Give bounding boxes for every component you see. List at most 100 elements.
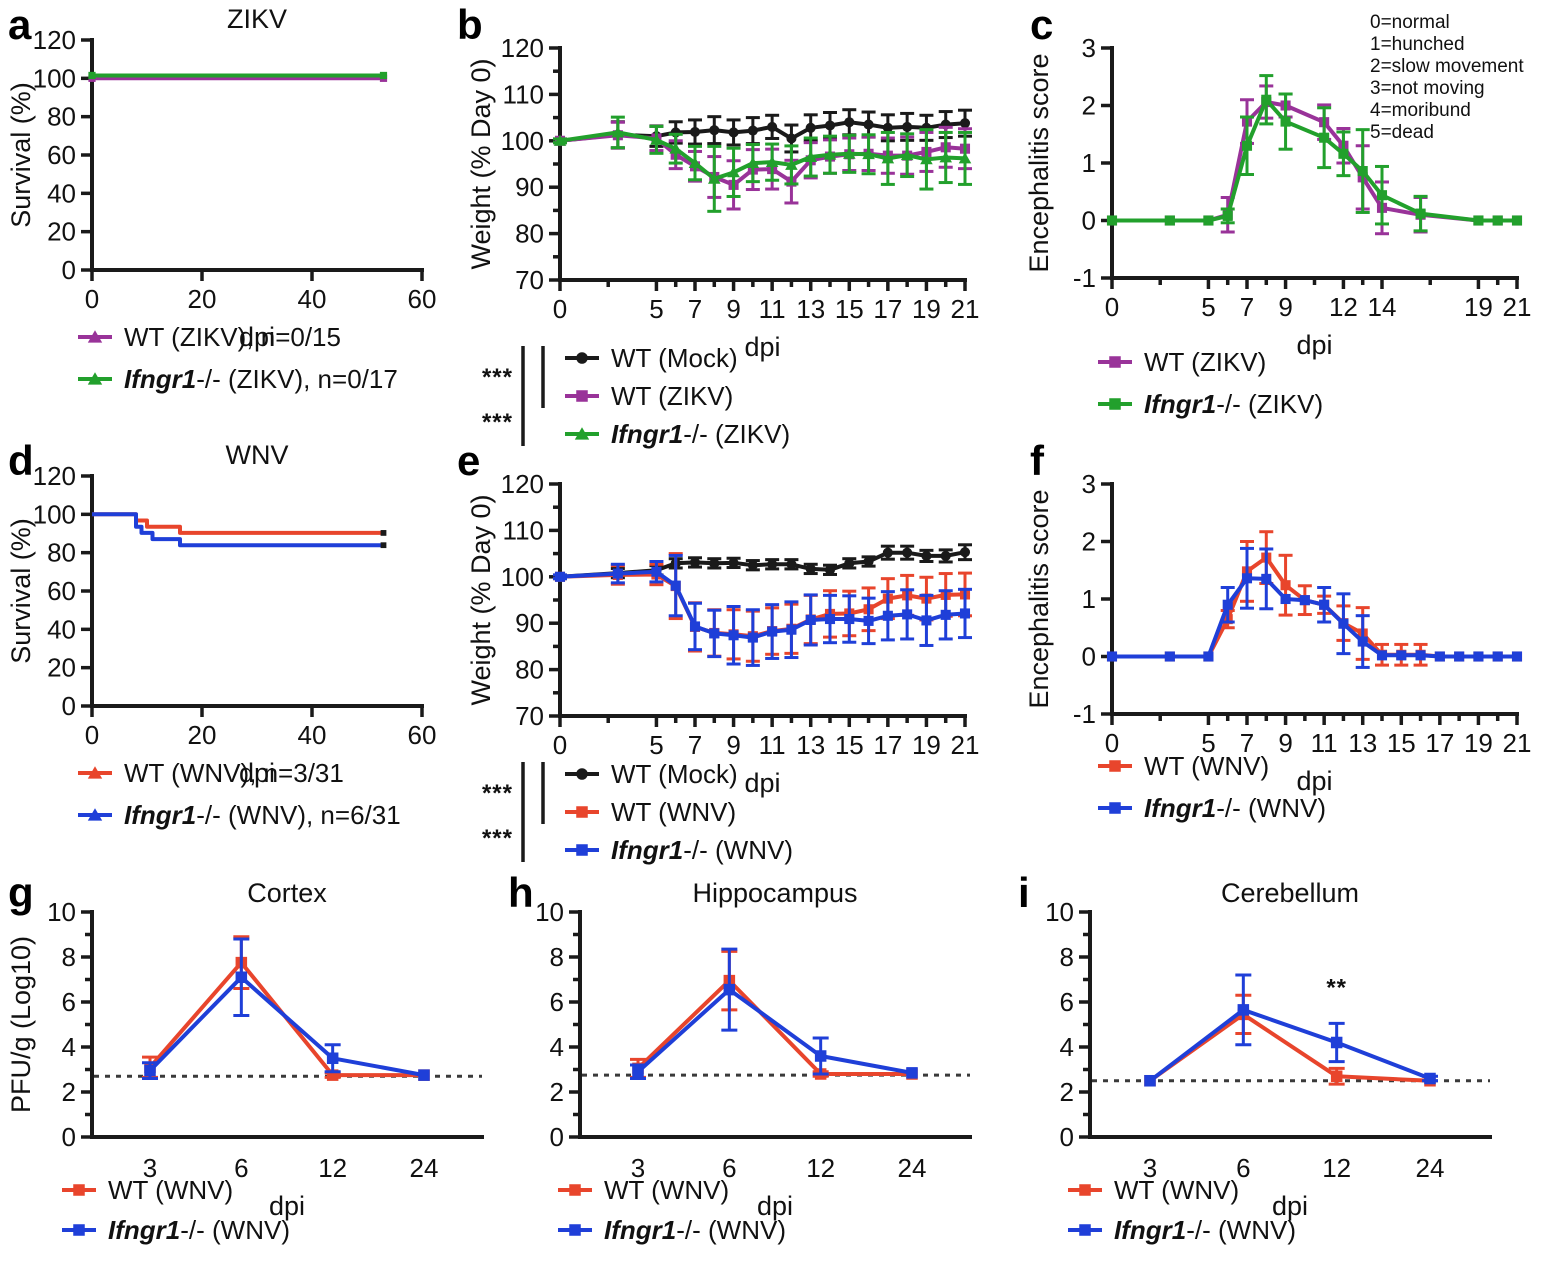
data-point-marker <box>842 147 856 159</box>
legend-item[interactable]: Ifngr1-/- (WNV) <box>1068 1215 1296 1245</box>
y-tick-label: 2 <box>62 1077 76 1107</box>
legend-item[interactable]: Ifngr1-/- (WNV) <box>558 1215 786 1245</box>
x-tick-label: 9 <box>1278 292 1292 322</box>
x-tick-label: 19 <box>1464 728 1493 758</box>
data-point-marker <box>1473 651 1484 662</box>
data-point-marker <box>1079 1224 1091 1236</box>
data-point-marker <box>786 624 797 635</box>
legend-item[interactable]: WT (Mock) <box>565 759 738 789</box>
data-point-marker <box>747 632 758 643</box>
legend-label: Ifngr1-/- (WNV) <box>604 1215 786 1245</box>
legend-item[interactable]: WT (WNV) <box>565 797 736 827</box>
legend-item[interactable]: WT (ZIKV), n=0/15 <box>78 322 341 352</box>
y-tick-label: 6 <box>550 987 564 1017</box>
data-point-marker <box>1330 1070 1343 1083</box>
data-point-marker <box>728 127 739 138</box>
data-point-marker <box>1109 802 1121 814</box>
y-tick-label: 4 <box>1060 1032 1074 1062</box>
panel-i: Cerebellum 0 2 4 6 8 10 3 6 12 24 dpi ** WT (WNV) Ifng… <box>1010 872 1546 1271</box>
x-tick-label: 9 <box>1278 728 1292 758</box>
x-tick-label: 6 <box>1236 1153 1250 1183</box>
data-point-marker <box>88 71 96 80</box>
x-tick-label: 12 <box>806 1153 835 1183</box>
data-point-marker <box>569 1184 581 1196</box>
series <box>142 937 430 1081</box>
y-tick-label: 90 <box>515 608 544 638</box>
x-tick-label: 12 <box>318 1153 347 1183</box>
y-tick-label: 40 <box>47 614 76 644</box>
score-key-line: 4=moribund <box>1370 100 1471 121</box>
legend-item[interactable]: Ifngr1-/- (ZIKV) <box>1098 389 1323 419</box>
data-point-marker <box>1261 94 1272 105</box>
y-axis-title: PFU/g (Log10) <box>6 936 36 1113</box>
panel-label-d: d <box>8 437 34 484</box>
legend-label: WT (WNV) <box>604 1175 729 1205</box>
legend-item[interactable]: WT (WNV) <box>558 1175 729 1205</box>
y-axis-title: Survival (%) <box>6 82 36 228</box>
data-point-marker <box>1109 398 1121 410</box>
y-tick-label: 120 <box>33 25 76 55</box>
x-tick-label: 3 <box>1143 1153 1157 1183</box>
legend-item[interactable]: WT (Mock) <box>565 343 738 373</box>
x-axis-title: dpi <box>744 332 780 362</box>
x-tick-label: 3 <box>143 1153 157 1183</box>
series <box>1106 530 1523 667</box>
legend-item[interactable]: WT (WNV), n=3/31 <box>78 758 344 788</box>
y-tick-label: 80 <box>515 219 544 249</box>
significance-group: *** *** <box>482 762 545 862</box>
panel-label-e: e <box>457 437 481 484</box>
series <box>142 935 430 1081</box>
data-point-marker <box>844 613 855 625</box>
panel-label-h: h <box>508 869 534 916</box>
y-tick-label: 6 <box>1060 987 1074 1017</box>
x-tick-label: 21 <box>1503 292 1532 322</box>
legend-item[interactable]: Ifngr1-/- (WNV), n=6/31 <box>78 800 401 830</box>
y-tick-label: 0 <box>1082 642 1096 672</box>
data-point-marker <box>73 1184 85 1196</box>
legend-item[interactable]: WT (ZIKV) <box>565 381 733 411</box>
y-tick-label: 100 <box>33 499 76 529</box>
legend-label: WT (ZIKV) <box>611 381 733 411</box>
data-point-marker <box>709 628 720 639</box>
data-point-marker <box>900 149 914 161</box>
legend-item[interactable]: WT (WNV) <box>1068 1175 1239 1205</box>
data-point-marker <box>723 983 736 996</box>
y-tick-label: 20 <box>47 217 76 247</box>
data-point-marker <box>1454 651 1465 662</box>
data-point-marker <box>747 560 758 571</box>
x-tick-label: 24 <box>1416 1153 1445 1183</box>
panel-c: -1 0 1 2 3 0 5 7 9 12 14 19 21 dpi Encephalitis score 0… <box>1020 0 1546 435</box>
legend-item[interactable]: WT (ZIKV) <box>1098 347 1266 377</box>
data-point-marker <box>804 151 818 162</box>
data-point-marker <box>959 547 971 558</box>
y-tick-label: 2 <box>1082 527 1096 557</box>
data-point-marker <box>1357 166 1368 177</box>
x-tick-label: 40 <box>298 720 327 750</box>
x-tick-label: 5 <box>1201 292 1215 322</box>
legend-item[interactable]: WT (WNV) <box>62 1175 233 1205</box>
data-point-marker <box>379 71 388 80</box>
legend-item[interactable]: WT (WNV) <box>1098 751 1269 781</box>
legend-item[interactable]: Ifngr1-/- (WNV) <box>1098 793 1326 823</box>
legend-item[interactable]: Ifngr1-/- (ZIKV) <box>565 419 790 449</box>
data-point-marker <box>1164 215 1175 226</box>
y-tick-label: 110 <box>503 515 544 545</box>
legend-item[interactable]: Ifngr1-/- (WNV) <box>62 1215 290 1245</box>
legend-item[interactable]: Ifngr1-/- (ZIKV), n=0/17 <box>78 364 398 394</box>
y-tick-label: 4 <box>62 1032 76 1062</box>
x-axis-title: dpi <box>757 1191 793 1221</box>
data-point-marker <box>554 571 566 582</box>
panel-e: 70 80 90 100 110 120 0 5 7 9 11 13 15 17 19 21 dpi Weight… <box>450 436 1020 871</box>
plot-area: -1 0 1 2 3 0 5 7 9 11 13 15 17 19 21 dpi Encephalitis sc… <box>1024 469 1531 796</box>
significance-group: *** *** <box>482 346 545 446</box>
plot-title: Hippocampus <box>692 878 857 908</box>
data-point-marker <box>1415 208 1426 219</box>
legend: WT (WNV) Ifngr1-/- (WNV) <box>1068 1175 1296 1245</box>
legend: WT (ZIKV), n=0/15 Ifngr1-/- (ZIKV), n=0/1… <box>78 322 398 394</box>
legend-item[interactable]: Ifngr1-/- (WNV) <box>565 835 793 865</box>
series <box>1144 993 1436 1087</box>
data-point-marker <box>235 971 248 984</box>
